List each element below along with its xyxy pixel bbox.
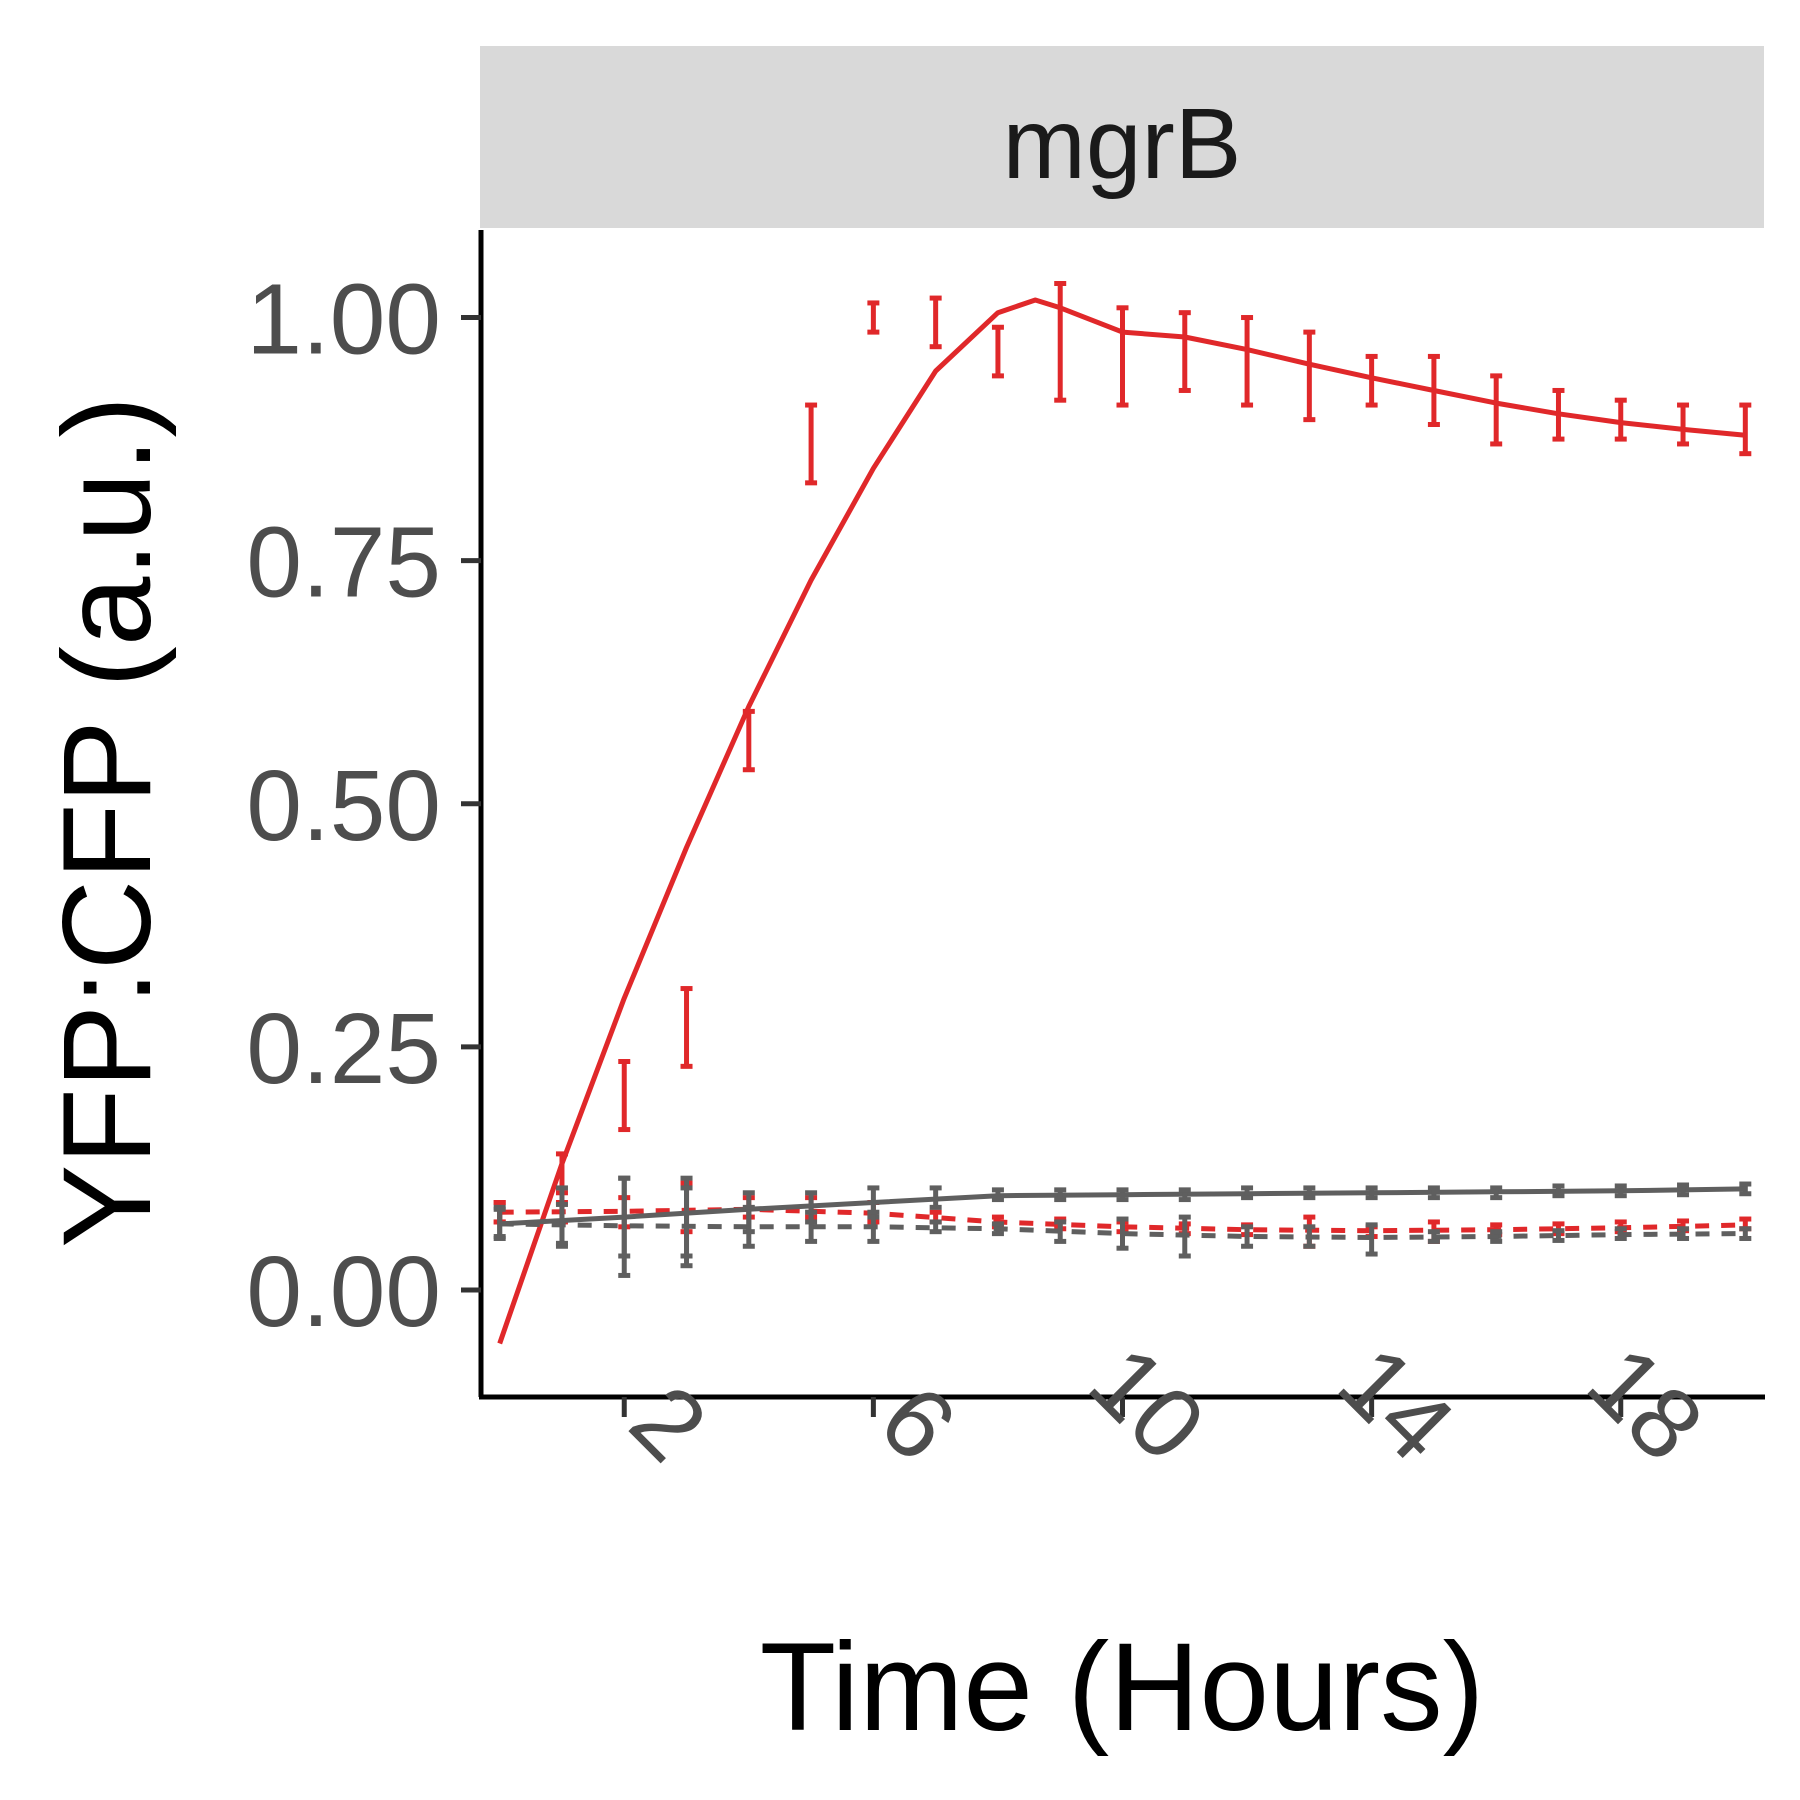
- y-tick-label: 1.00: [246, 264, 441, 376]
- error-bar: [1054, 1187, 1067, 1203]
- error-bar: [1365, 353, 1378, 408]
- error-bar: [618, 1058, 631, 1133]
- error-bar: [1677, 1226, 1690, 1241]
- error-bar: [1739, 1181, 1752, 1197]
- x-tick-label: 2: [609, 1364, 728, 1483]
- series-1: [493, 280, 1752, 1345]
- error-bar: [1178, 1187, 1191, 1203]
- error-bar: [867, 300, 880, 335]
- error-bar: [1054, 1219, 1067, 1244]
- error-bar: [1427, 1185, 1440, 1201]
- error-bar: [1677, 1182, 1690, 1198]
- x-ticks: 2 6 10 14 18: [609, 1325, 1724, 1483]
- x-tick-label: 18: [1567, 1325, 1725, 1483]
- error-bar: [493, 1206, 506, 1241]
- error-bar: [742, 1204, 755, 1249]
- error-bar: [1552, 1228, 1565, 1243]
- error-bar: [1614, 1183, 1627, 1199]
- error-bar: [1427, 1229, 1440, 1244]
- error-bar: [867, 1209, 880, 1244]
- y-tick-label: 0.50: [246, 750, 441, 862]
- error-bar: [1739, 1226, 1752, 1241]
- error-bar: [1490, 1185, 1503, 1201]
- error-bar: [680, 1185, 693, 1269]
- facet-strip: mgrB: [480, 46, 1764, 228]
- y-tick-label: 0.75: [246, 507, 441, 619]
- x-tick-label: 14: [1317, 1325, 1475, 1483]
- error-bar: [1116, 305, 1129, 408]
- y-ticks: 0.00 0.25 0.50 0.75 1.00: [246, 264, 481, 1348]
- error-bar: [1178, 310, 1191, 393]
- error-bar: [1303, 1185, 1316, 1201]
- error-bar: [1552, 387, 1565, 442]
- error-bar: [1427, 353, 1440, 427]
- error-bar: [1365, 1222, 1378, 1257]
- error-bar: [1303, 1224, 1316, 1249]
- x-tick-label: 6: [858, 1364, 977, 1483]
- error-bar: [1116, 1187, 1129, 1203]
- error-bar: [929, 1185, 942, 1210]
- error-bar: [1241, 315, 1254, 408]
- error-bar: [1739, 402, 1752, 457]
- error-bar: [1178, 1214, 1191, 1259]
- error-bar: [805, 1209, 818, 1244]
- series-line: [497, 297, 1746, 1345]
- error-bar: [929, 295, 942, 350]
- error-bar: [680, 986, 693, 1069]
- error-bar: [1490, 373, 1503, 447]
- y-axis-title: YFP:CFP (a.u.): [38, 396, 177, 1248]
- error-bar: [1552, 1183, 1565, 1199]
- error-bar: [1614, 1226, 1627, 1241]
- plot-marks: [493, 280, 1752, 1345]
- error-bar: [1241, 1224, 1254, 1249]
- error-bar: [555, 1201, 568, 1246]
- x-axis-title: Time (Hours): [760, 1618, 1485, 1757]
- error-bar: [742, 708, 755, 773]
- error-bar: [1241, 1185, 1254, 1201]
- error-bar: [1490, 1229, 1503, 1244]
- error-bar: [1677, 402, 1690, 447]
- y-tick-label: 0.25: [246, 993, 441, 1105]
- y-tick-label: 0.00: [246, 1236, 441, 1348]
- error-bar: [929, 1219, 942, 1235]
- error-bar: [991, 1187, 1004, 1203]
- error-bar: [1365, 1185, 1378, 1201]
- error-bar: [1303, 329, 1316, 423]
- series-4: [493, 1175, 1752, 1278]
- error-bar: [618, 1175, 631, 1278]
- x-tick-label: 10: [1068, 1325, 1226, 1483]
- error-bar: [991, 1221, 1004, 1237]
- error-bar: [1614, 397, 1627, 442]
- error-bar: [805, 402, 818, 486]
- facet-strip-background: [480, 46, 1764, 228]
- facet-label: mgrB: [1003, 88, 1242, 200]
- error-bar: [991, 324, 1004, 379]
- error-bar: [1054, 280, 1067, 403]
- error-bar: [1116, 1216, 1129, 1251]
